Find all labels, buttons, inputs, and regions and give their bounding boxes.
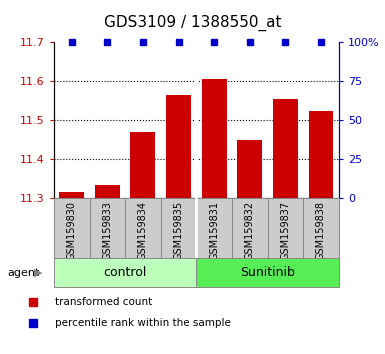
Bar <box>196 258 339 287</box>
Text: GSM159838: GSM159838 <box>316 201 326 260</box>
Bar <box>54 198 90 258</box>
Text: Sunitinib: Sunitinib <box>240 266 295 279</box>
Bar <box>232 198 268 258</box>
Text: control: control <box>104 266 147 279</box>
Bar <box>90 198 125 258</box>
Bar <box>125 198 161 258</box>
Bar <box>237 140 262 198</box>
Bar <box>131 132 156 198</box>
Text: ▶: ▶ <box>34 268 43 278</box>
Text: agent: agent <box>8 268 40 278</box>
Text: GSM159837: GSM159837 <box>280 201 290 261</box>
Bar <box>202 79 227 198</box>
Text: GSM159832: GSM159832 <box>245 201 255 261</box>
Bar <box>161 198 196 258</box>
Bar <box>273 99 298 198</box>
Bar <box>196 198 232 258</box>
Bar <box>54 258 196 287</box>
Text: percentile rank within the sample: percentile rank within the sample <box>55 318 231 329</box>
Bar <box>95 184 120 198</box>
Text: GSM159834: GSM159834 <box>138 201 148 260</box>
Bar <box>166 95 191 198</box>
Text: GSM159835: GSM159835 <box>174 201 184 261</box>
Text: transformed count: transformed count <box>55 297 152 307</box>
Bar <box>308 110 333 198</box>
Bar <box>268 198 303 258</box>
Bar <box>303 198 339 258</box>
Bar <box>59 193 84 198</box>
Text: GSM159831: GSM159831 <box>209 201 219 260</box>
Text: GSM159833: GSM159833 <box>102 201 112 260</box>
Text: GDS3109 / 1388550_at: GDS3109 / 1388550_at <box>104 15 281 31</box>
Text: GSM159830: GSM159830 <box>67 201 77 260</box>
